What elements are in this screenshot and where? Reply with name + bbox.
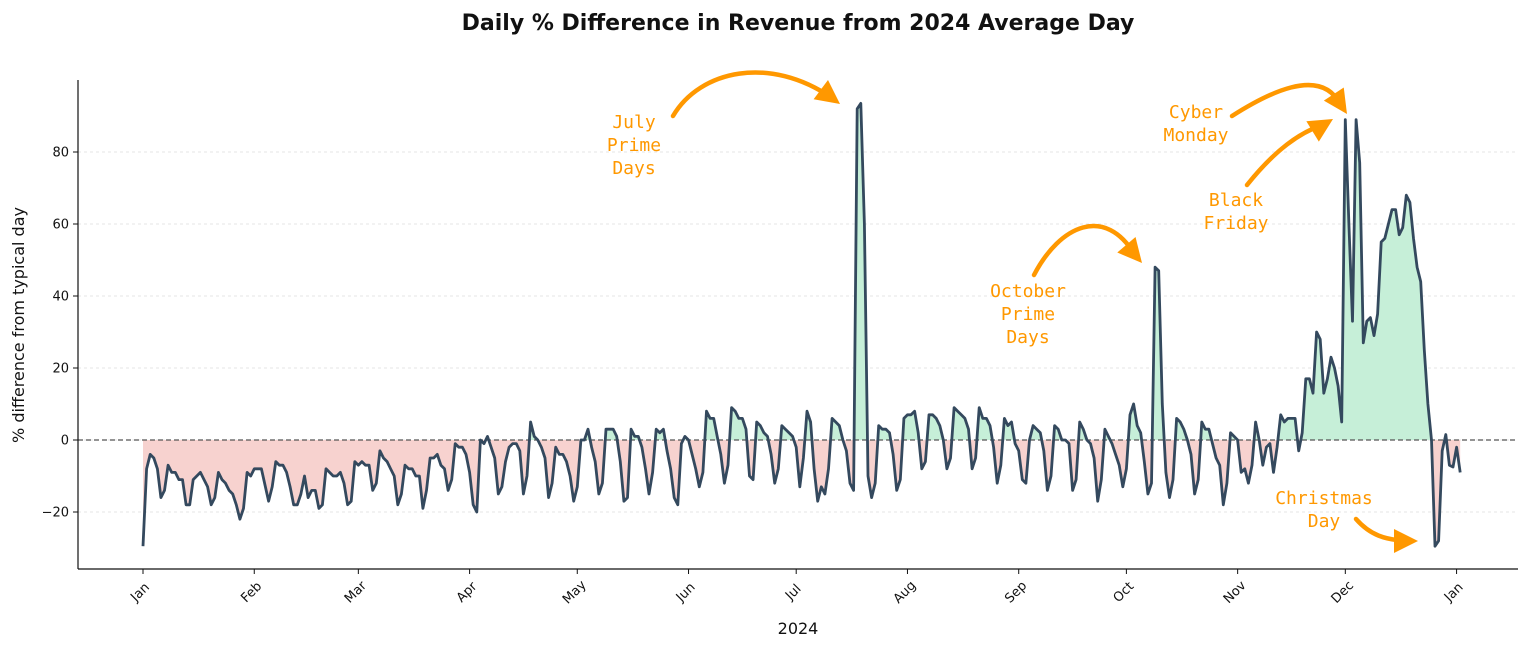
x-axis-label: 2024 bbox=[778, 619, 819, 638]
x-tick-label: Feb bbox=[238, 579, 265, 606]
annotation-arrowhead bbox=[1323, 87, 1347, 114]
y-tick-label: 40 bbox=[52, 290, 69, 305]
x-tick-label: Jul bbox=[782, 582, 804, 604]
x-tick-label: Sep bbox=[1002, 579, 1030, 607]
series-line-group bbox=[141, 102, 1462, 548]
positive-area-fill bbox=[143, 103, 1461, 440]
x-tick-label: Jan bbox=[1441, 580, 1466, 605]
x-tick-label: Jan bbox=[127, 580, 152, 605]
annotation-arrow bbox=[670, 70, 835, 119]
y-tick-label: 0 bbox=[61, 434, 69, 449]
area-fills bbox=[143, 103, 1461, 547]
annotation-5: Christmas Day bbox=[1275, 488, 1418, 553]
y-tick-label: 80 bbox=[52, 146, 69, 161]
y-axis-label: % difference from typical day bbox=[9, 207, 28, 443]
annotation-1: July Prime Days bbox=[607, 70, 840, 179]
annotation-label: Black Friday bbox=[1203, 190, 1268, 234]
annotation-4: Black Friday bbox=[1203, 119, 1333, 234]
annotation-3: Cyber Monday bbox=[1163, 82, 1347, 146]
annotation-arrow bbox=[1244, 121, 1328, 188]
x-tick-label: Apr bbox=[454, 579, 481, 606]
annotation-label: Christmas Day bbox=[1275, 488, 1373, 532]
series-line bbox=[141, 102, 1462, 548]
annotation-label: Cyber Monday bbox=[1163, 102, 1228, 146]
x-tick-label: Nov bbox=[1221, 578, 1250, 607]
x-tick-label: Dec bbox=[1329, 578, 1357, 606]
chart-title: Daily % Difference in Revenue from 2024 … bbox=[462, 11, 1135, 36]
annotation-arrow bbox=[1229, 82, 1343, 119]
annotation-arrowhead bbox=[1306, 119, 1333, 142]
annotation-label: October Prime Days bbox=[990, 281, 1066, 348]
y-tick-label: 60 bbox=[52, 218, 69, 233]
axes bbox=[77, 80, 1518, 570]
annotation-arrowhead bbox=[1117, 236, 1142, 263]
x-tick-label: May bbox=[560, 578, 590, 608]
x-ticks: Jan Feb Mar Apr May Jun Jul Aug Sep Oct Nov Dec Jan bbox=[127, 569, 1466, 607]
annotation-2: October Prime Days bbox=[990, 223, 1142, 348]
y-tick-label: 20 bbox=[52, 362, 69, 377]
annotation-arrowhead bbox=[813, 80, 840, 104]
annotation-arrow bbox=[1031, 223, 1138, 278]
annotations: July Prime Days October Prime Days Cyber Monday… bbox=[607, 70, 1418, 553]
annotation-label: July Prime Days bbox=[607, 112, 661, 179]
annotation-arrowhead bbox=[1394, 529, 1418, 553]
y-tick-label: −20 bbox=[42, 506, 69, 521]
x-tick-label: Mar bbox=[342, 578, 370, 606]
y-ticks: −20 0 20 40 60 80 bbox=[42, 146, 78, 521]
x-tick-label: Jun bbox=[673, 580, 699, 606]
x-tick-label: Aug bbox=[891, 578, 920, 607]
x-tick-label: Oct bbox=[1111, 579, 1138, 606]
negative-area-fill bbox=[143, 440, 1461, 547]
